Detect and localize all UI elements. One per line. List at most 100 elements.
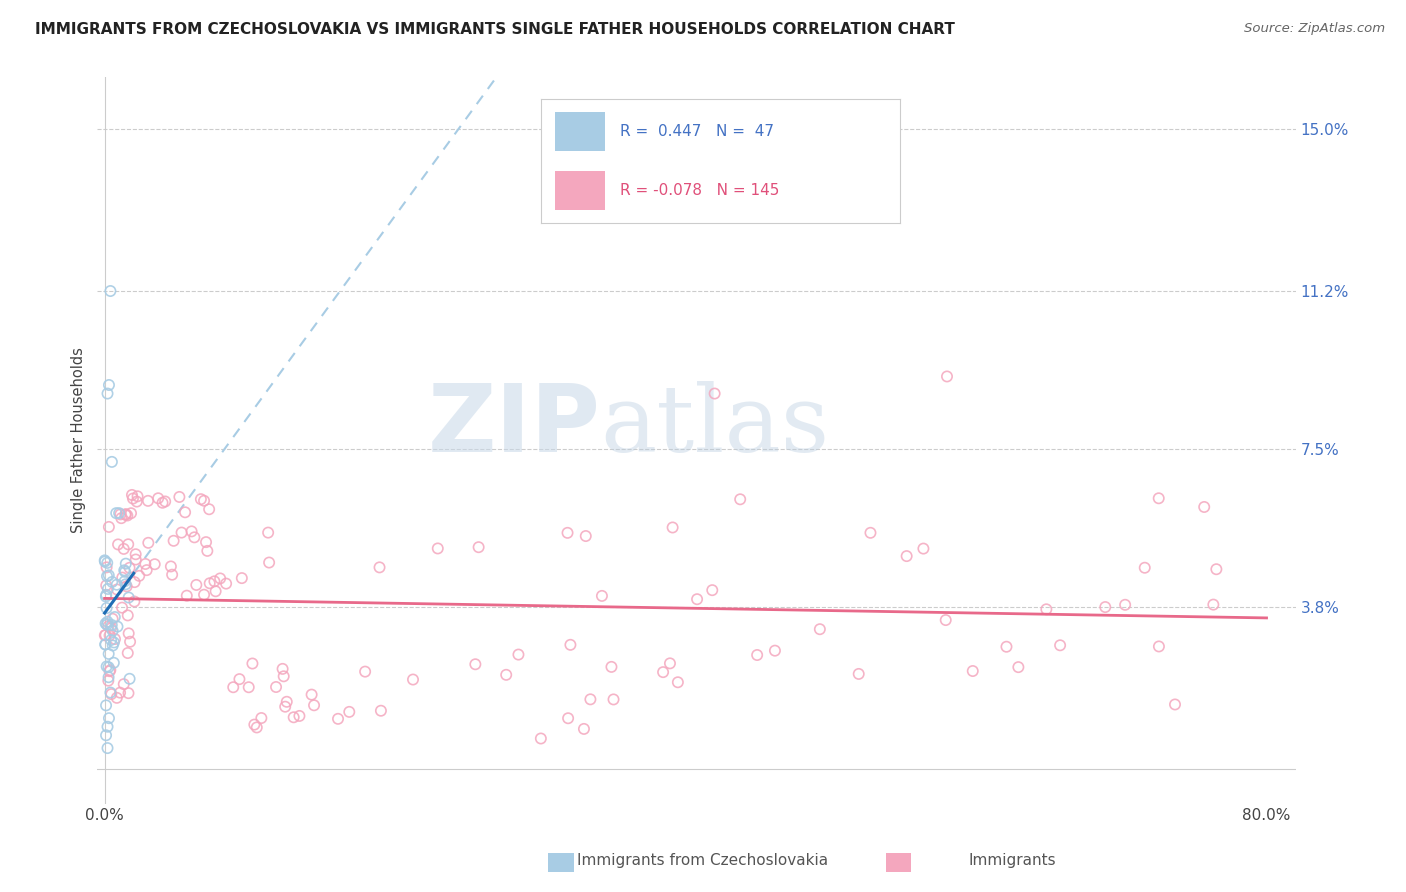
Point: [495, 668, 517, 682]
Text: IMMIGRANTS FROM CZECHOSLOVAKIA VS IMMIGRANTS SINGLE FATHER HOUSEHOLDS CORRELATIO: IMMIGRANTS FROM CZECHOSLOVAKIA VS IMMIGR…: [35, 22, 955, 37]
Point: [136, 536, 159, 550]
Point: [1164, 698, 1187, 712]
Point: [100, 687, 122, 701]
Point: [108, 686, 131, 700]
Point: [198, 576, 221, 591]
Point: [962, 664, 984, 678]
Point: [118, 591, 141, 605]
Point: [204, 584, 226, 599]
Point: [112, 563, 135, 577]
Text: ZIP: ZIP: [427, 380, 600, 472]
Point: [96, 588, 118, 602]
Point: [114, 577, 136, 591]
Point: [896, 549, 918, 563]
Point: [94, 637, 117, 651]
Point: [97, 619, 120, 633]
Point: [98, 628, 121, 642]
Point: [98, 663, 121, 677]
Point: [97, 520, 120, 534]
Point: [747, 648, 769, 662]
Point: [301, 688, 323, 702]
Point: [114, 557, 136, 571]
Point: [193, 493, 215, 508]
Point: [231, 571, 253, 585]
Point: [354, 665, 377, 679]
Point: [228, 672, 250, 686]
Point: [110, 511, 132, 525]
Point: [94, 555, 117, 569]
Point: [96, 720, 118, 734]
Point: [115, 579, 138, 593]
Point: [94, 637, 117, 651]
Point: [661, 520, 683, 534]
Point: [257, 556, 280, 570]
Point: [122, 491, 145, 506]
Point: [763, 643, 786, 657]
Point: [153, 494, 176, 508]
Point: [117, 608, 139, 623]
Point: [557, 711, 579, 725]
Point: [202, 574, 225, 589]
Point: [127, 489, 149, 503]
Point: [124, 594, 146, 608]
Point: [111, 571, 134, 585]
Point: [243, 717, 266, 731]
Point: [135, 563, 157, 577]
Point: [1192, 500, 1215, 514]
Point: [101, 624, 124, 638]
Point: [557, 525, 579, 540]
Point: [96, 560, 118, 574]
Point: [100, 618, 122, 632]
Point: [97, 582, 120, 596]
Point: [114, 508, 136, 522]
Point: [152, 496, 174, 510]
Point: [242, 657, 264, 671]
Point: [273, 669, 295, 683]
Point: [195, 544, 218, 558]
Point: [100, 632, 122, 647]
Point: [288, 709, 311, 723]
Text: Immigrants from Czechoslovakia: Immigrants from Czechoslovakia: [578, 854, 828, 868]
Point: [195, 535, 218, 549]
Point: [94, 728, 117, 742]
Point: [114, 507, 136, 521]
Point: [96, 386, 118, 401]
Point: [96, 617, 118, 632]
Point: [1094, 600, 1116, 615]
Point: [101, 574, 124, 589]
Point: [105, 578, 128, 592]
Point: [1114, 598, 1136, 612]
Point: [94, 628, 117, 642]
Point: [94, 616, 117, 631]
Point: [728, 492, 751, 507]
Point: [105, 690, 128, 705]
Point: [162, 533, 184, 548]
Point: [97, 660, 120, 674]
Point: [121, 488, 143, 502]
Point: [180, 524, 202, 539]
Point: [1049, 638, 1071, 652]
Point: [209, 571, 232, 585]
Point: [160, 559, 183, 574]
Point: [222, 680, 245, 694]
Point: [136, 493, 159, 508]
Point: [105, 506, 128, 520]
Point: [186, 578, 208, 592]
Point: [118, 561, 141, 575]
Y-axis label: Single Father Households: Single Father Households: [72, 348, 86, 533]
Point: [1205, 562, 1227, 576]
Point: [94, 628, 117, 642]
Point: [114, 574, 136, 589]
Point: [652, 665, 675, 680]
Point: [108, 506, 131, 520]
Point: [94, 590, 117, 604]
Point: [848, 667, 870, 681]
Point: [128, 569, 150, 583]
Point: [591, 589, 613, 603]
Point: [112, 677, 135, 691]
Point: [666, 675, 689, 690]
Point: [125, 552, 148, 566]
Point: [1133, 560, 1156, 574]
Point: [120, 506, 142, 520]
Point: [198, 502, 221, 516]
